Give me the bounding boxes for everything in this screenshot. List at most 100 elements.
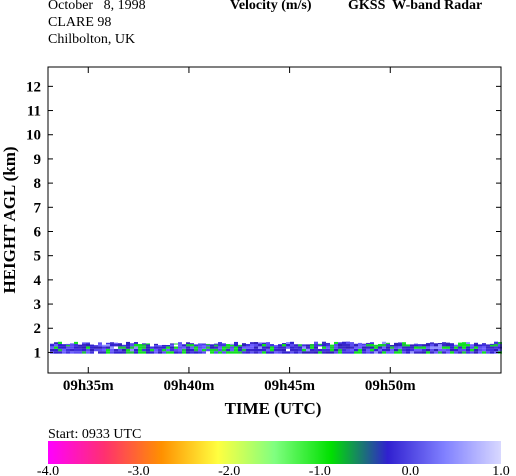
echo-cell [470, 346, 474, 349]
echo-cell [462, 343, 466, 347]
echo-cell [230, 343, 234, 347]
echo-cell [234, 348, 238, 352]
echo-cell [290, 351, 294, 354]
echo-cell [490, 348, 494, 352]
y-tick-label: 8 [34, 176, 42, 192]
echo-cell [494, 348, 498, 352]
echo-cell [298, 346, 302, 349]
echo-cell [218, 343, 222, 347]
echo-cell [178, 346, 182, 349]
echo-cell [318, 348, 322, 352]
echo-cell [438, 343, 442, 345]
echo-cell [326, 348, 330, 352]
echo-cell [426, 342, 430, 344]
echo-cell [390, 346, 394, 349]
echo-cell [94, 345, 98, 347]
echo-cell [378, 348, 382, 352]
echo-cell [310, 344, 314, 347]
echo-cell [438, 348, 442, 352]
echo-cell [462, 351, 466, 354]
echo-cell [246, 346, 250, 349]
echo-cell [74, 348, 78, 352]
echo-cell [90, 346, 94, 349]
echo-cell [122, 351, 126, 354]
echo-cell [202, 348, 206, 352]
echo-cell [102, 351, 106, 354]
echo-cell [370, 342, 374, 344]
echo-cell [234, 351, 238, 354]
y-tick-label: 2 [34, 321, 42, 337]
echo-cell [486, 344, 490, 347]
echo-cell [254, 351, 258, 354]
echo-layer [50, 341, 502, 354]
echo-cell [410, 348, 414, 352]
echo-cell [94, 346, 98, 349]
echo-cell [370, 343, 374, 347]
echo-cell [338, 342, 342, 344]
echo-cell [250, 343, 254, 347]
echo-cell [346, 343, 350, 347]
echo-cell [250, 346, 254, 349]
echo-cell [182, 346, 186, 349]
echo-cell [278, 344, 282, 347]
echo-cell [174, 351, 178, 354]
echo-cell [246, 343, 250, 347]
echo-cell [262, 343, 266, 347]
echo-cell [94, 348, 98, 352]
echo-cell [346, 346, 350, 349]
echo-cell [238, 346, 242, 349]
echo-cell [322, 346, 326, 349]
echo-cell [310, 351, 314, 354]
echo-cell [338, 346, 342, 349]
echo-cell [250, 348, 254, 352]
echo-cell [390, 351, 394, 354]
echo-cell [174, 348, 178, 352]
echo-cell [374, 344, 378, 347]
echo-cell [114, 351, 118, 354]
echo-cell [354, 343, 358, 345]
echo-cell [174, 343, 178, 345]
echo-cell [70, 343, 74, 345]
echo-cell [82, 342, 86, 344]
echo-cell [422, 348, 426, 352]
echo-cell [478, 348, 482, 352]
echo-cell [334, 351, 338, 354]
echo-cell [146, 343, 150, 345]
echo-cell [194, 344, 198, 347]
echo-cell [130, 346, 134, 349]
echo-cell [430, 346, 434, 349]
echo-cell [474, 346, 478, 349]
echo-cell [190, 348, 194, 352]
echo-cell [202, 351, 206, 354]
echo-cell [178, 348, 182, 352]
echo-cell [438, 343, 442, 347]
echo-cell [54, 342, 58, 344]
echo-cell [450, 343, 454, 345]
echo-cell [350, 343, 354, 347]
x-axis: 09h35m 09h40m 09h45m 09h50m [63, 67, 416, 394]
echo-cell [278, 351, 282, 354]
echo-cell [314, 341, 318, 344]
colorbar-tick-label: -1.0 [309, 464, 331, 476]
echo-cell [330, 346, 334, 349]
echo-cell [58, 346, 62, 349]
echo-cell [298, 348, 302, 352]
echo-cell [210, 351, 214, 354]
echo-cell [334, 343, 338, 347]
echo-cell [302, 346, 306, 349]
echo-cell [258, 342, 262, 344]
echo-cell [198, 343, 202, 345]
echo-cell [230, 348, 234, 352]
echo-cell [126, 341, 130, 344]
echo-cell [422, 346, 426, 349]
echo-cell [442, 348, 446, 352]
echo-cell [334, 341, 338, 344]
echo-cell [374, 346, 378, 349]
echo-cell [266, 348, 270, 352]
echo-cell [430, 343, 434, 347]
echo-cell [286, 343, 290, 347]
echo-cell [154, 343, 158, 347]
echo-cell [466, 346, 470, 349]
echo-cell [282, 348, 286, 352]
echo-cell [138, 351, 142, 354]
